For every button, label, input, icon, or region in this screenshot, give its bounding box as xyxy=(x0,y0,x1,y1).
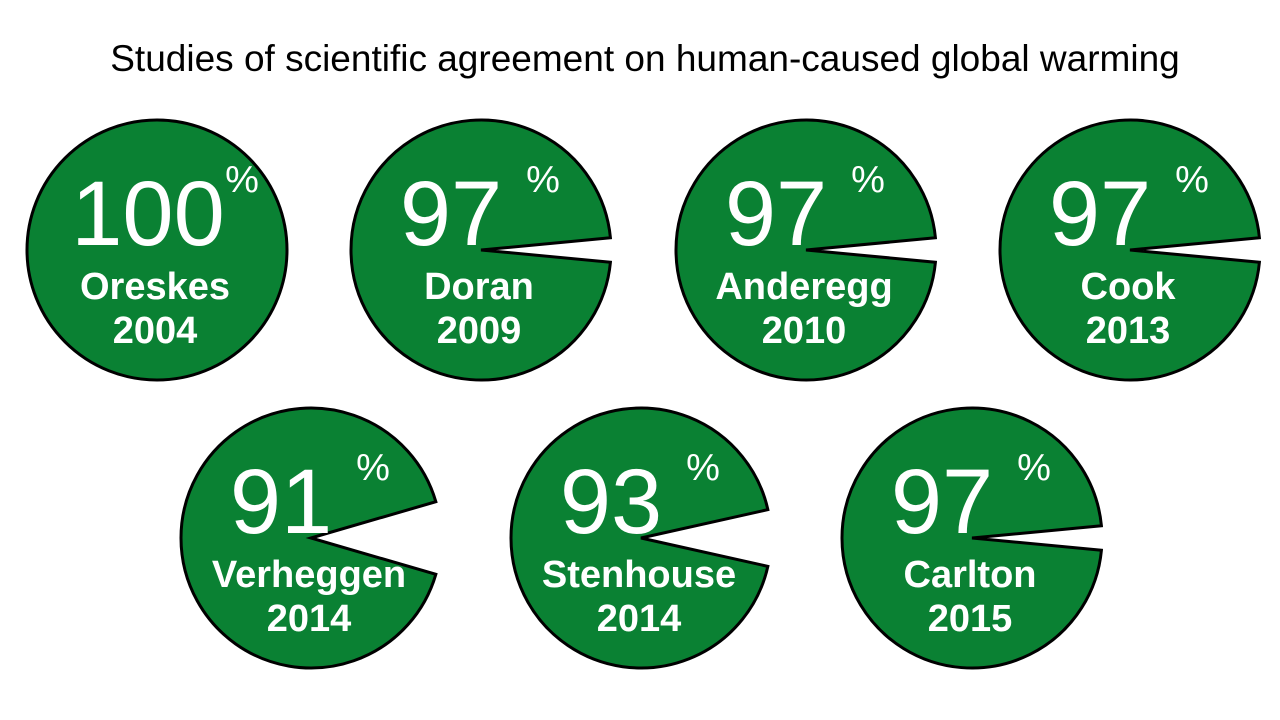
pie-slice-carlton-2015 xyxy=(840,406,1104,670)
percent-sign-anderegg-2010: % xyxy=(851,159,885,201)
study-author-stenhouse-2014: Stenhouse xyxy=(542,554,736,596)
value-label-stenhouse-2014: 93 xyxy=(560,451,662,553)
pie-slice-doran-2009 xyxy=(349,118,613,382)
pie-slice-cook-2013 xyxy=(998,118,1262,382)
pie-slice-anderegg-2010 xyxy=(674,118,938,382)
percent-sign-doran-2009: % xyxy=(526,159,560,201)
percent-sign-stenhouse-2014: % xyxy=(686,447,720,489)
study-year-anderegg-2010: 2010 xyxy=(762,310,847,352)
value-label-doran-2009: 97 xyxy=(400,163,502,265)
value-label-verheggen-2014: 91 xyxy=(230,451,332,553)
chart-title: Studies of scientific agreement on human… xyxy=(110,38,1180,79)
study-year-doran-2009: 2009 xyxy=(437,310,522,352)
percent-sign-verheggen-2014: % xyxy=(356,447,390,489)
study-year-stenhouse-2014: 2014 xyxy=(597,598,682,640)
value-label-oreskes-2004: 100 xyxy=(71,163,225,265)
percent-sign-carlton-2015: % xyxy=(1017,447,1051,489)
study-author-carlton-2015: Carlton xyxy=(904,554,1037,596)
value-label-carlton-2015: 97 xyxy=(891,451,993,553)
study-author-verheggen-2014: Verheggen xyxy=(212,554,406,596)
pie-slice-verheggen-2014 xyxy=(179,406,438,670)
percent-sign-oreskes-2004: % xyxy=(225,159,259,201)
value-label-anderegg-2010: 97 xyxy=(725,163,827,265)
study-author-anderegg-2010: Anderegg xyxy=(715,266,892,308)
study-author-doran-2009: Doran xyxy=(424,266,534,308)
study-year-oreskes-2004: 2004 xyxy=(113,310,198,352)
pie-slice-oreskes-2004 xyxy=(25,118,289,382)
study-year-cook-2013: 2013 xyxy=(1086,310,1171,352)
study-author-oreskes-2004: Oreskes xyxy=(80,266,230,308)
percent-sign-cook-2013: % xyxy=(1175,159,1209,201)
pie-slice-stenhouse-2014 xyxy=(509,406,770,670)
study-author-cook-2013: Cook xyxy=(1081,266,1177,308)
study-year-verheggen-2014: 2014 xyxy=(267,598,352,640)
value-label-cook-2013: 97 xyxy=(1049,163,1151,265)
study-year-carlton-2015: 2015 xyxy=(928,598,1013,640)
